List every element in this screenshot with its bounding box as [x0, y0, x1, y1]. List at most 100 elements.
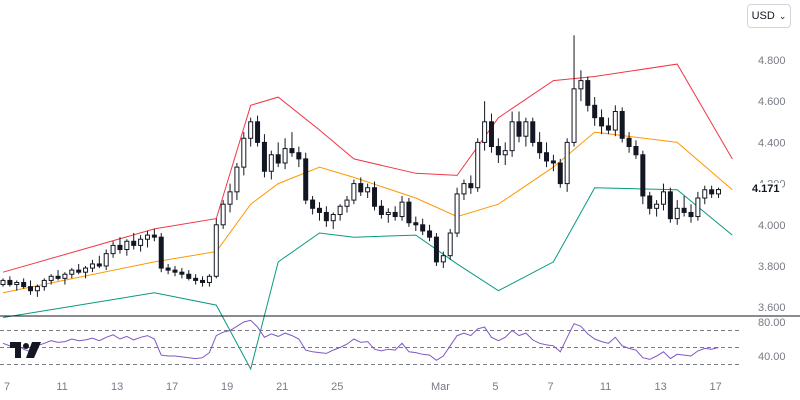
candle-body — [468, 183, 474, 189]
price-tick-label: 4.600 — [758, 96, 786, 108]
bollinger-bands — [2, 63, 733, 371]
candle — [138, 235, 144, 252]
time-tick-label: 19 — [221, 381, 233, 393]
candle — [420, 218, 426, 236]
candle-body — [96, 263, 102, 267]
candle-body — [69, 269, 75, 275]
candle-body — [557, 162, 563, 185]
candle — [399, 195, 405, 221]
candle — [530, 117, 536, 147]
candle-body — [117, 244, 123, 251]
candle — [28, 280, 34, 295]
candle-body — [200, 279, 206, 283]
time-axis: 7 11 13 17 19 21 25 Mar 5 7 11 13 17 — [4, 381, 722, 393]
time-tick-label: Mar — [431, 381, 450, 393]
candle — [612, 105, 618, 137]
candle-body — [124, 240, 130, 251]
time-tick-label: 7 — [547, 381, 553, 393]
candle-body — [268, 154, 274, 172]
candle — [413, 216, 419, 231]
candle — [667, 187, 673, 223]
candle — [660, 183, 666, 211]
candle-body — [103, 253, 109, 267]
candle — [117, 237, 123, 254]
candle — [131, 233, 137, 250]
candle — [351, 179, 357, 205]
candle-body — [550, 160, 556, 164]
price-tick-label: 4.400 — [758, 137, 786, 149]
candle-body — [605, 125, 611, 131]
candle-body — [220, 203, 226, 226]
last-price-label: 4.171 — [750, 183, 782, 195]
candle-body — [323, 211, 329, 222]
candle — [537, 132, 543, 159]
candle — [48, 274, 54, 285]
candle — [69, 268, 75, 279]
candle — [640, 150, 646, 205]
candle-body — [172, 269, 178, 273]
candle-body — [261, 141, 267, 172]
price-tick-label: 4.000 — [758, 220, 786, 232]
candle — [248, 117, 254, 147]
candle-body — [34, 286, 40, 292]
candle — [475, 138, 481, 192]
candle — [41, 278, 47, 291]
candle-body — [14, 281, 20, 286]
time-tick-label: 17 — [710, 381, 722, 393]
candle — [344, 195, 350, 213]
time-tick-label: 25 — [331, 381, 343, 393]
candle-body — [344, 199, 350, 207]
candle-body — [599, 117, 605, 127]
candle-body — [523, 121, 529, 137]
chevron-down-icon: ⌄ — [778, 10, 787, 21]
candle — [440, 251, 446, 269]
candle-body — [488, 121, 494, 148]
candle — [585, 76, 591, 112]
candle-body — [358, 183, 364, 193]
candle-body — [544, 152, 550, 162]
candle-body — [131, 240, 137, 246]
candle — [571, 35, 577, 147]
candle — [592, 97, 598, 126]
candle-body — [48, 275, 54, 281]
candle-body — [688, 211, 694, 218]
candle — [488, 113, 494, 153]
candle-body — [255, 121, 261, 143]
candle — [447, 228, 453, 260]
candle-body — [28, 286, 34, 292]
candle — [255, 115, 261, 147]
candle — [55, 270, 61, 281]
candle — [468, 175, 474, 194]
candle — [337, 204, 343, 221]
time-tick-label: 13 — [654, 381, 666, 393]
candle-body — [433, 236, 439, 263]
candle — [14, 280, 20, 291]
candle — [378, 200, 384, 219]
currency-selector[interactable]: USD ⌄ — [747, 4, 791, 28]
price-tick-label: 3.600 — [758, 302, 786, 314]
candle-body — [654, 203, 660, 209]
candle — [282, 138, 288, 170]
candle-body — [372, 187, 378, 207]
price-tick-label: 4.800 — [758, 55, 786, 67]
candle-body — [55, 275, 61, 279]
candle — [372, 181, 378, 211]
tradingview-logo[interactable] — [10, 342, 42, 358]
candle-body — [475, 141, 481, 189]
candle-body — [647, 195, 653, 209]
candle-body — [144, 234, 150, 240]
time-tick-label: 11 — [56, 381, 67, 393]
candle — [716, 187, 722, 199]
candle — [688, 204, 694, 223]
candle-body — [592, 104, 598, 119]
candle — [495, 138, 501, 163]
candle-body — [385, 211, 391, 216]
candle-body — [76, 269, 82, 273]
candle — [578, 70, 584, 102]
time-tick-label: 11 — [600, 381, 611, 393]
candle — [605, 117, 611, 135]
candle-body — [633, 146, 639, 156]
candle — [303, 152, 309, 205]
candle-body — [303, 158, 309, 201]
